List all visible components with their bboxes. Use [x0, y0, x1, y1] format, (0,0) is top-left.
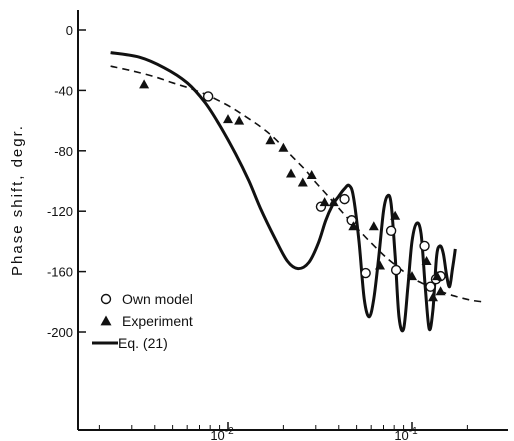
own-model-point — [390, 264, 402, 276]
legend-eq21-label: Eq. (21) — [118, 335, 168, 351]
eq21-curve — [110, 51, 457, 333]
experiment-point — [432, 271, 443, 281]
experiment-point — [368, 221, 379, 231]
y-tick-label: 0 — [66, 23, 73, 38]
legend-experiment-marker — [100, 315, 112, 326]
y-tick-label: -200 — [47, 325, 73, 340]
experiment-point — [374, 260, 385, 270]
experiment-point — [223, 114, 233, 124]
experiment-point — [286, 168, 297, 178]
experiment-point — [265, 135, 276, 145]
y-tick-label: -40 — [54, 83, 73, 98]
own-model-point — [346, 215, 357, 226]
experiment-point — [319, 197, 330, 207]
own-model-point — [202, 91, 214, 102]
experiment-point — [328, 197, 339, 207]
y-axis-label: Phase shift, degr. — [9, 124, 26, 276]
series-layer — [110, 51, 483, 333]
y-tick-label: -80 — [54, 144, 73, 159]
own-model-point — [360, 267, 371, 279]
experiment-point — [234, 115, 245, 125]
y-ticks: 0 -40 -80 -120 -160 -200 — [47, 23, 86, 340]
experiment-point — [435, 286, 446, 296]
dashed-fit-curve — [110, 65, 483, 303]
experiment-point — [139, 79, 150, 89]
experiment-point — [297, 177, 308, 187]
axes — [77, 10, 508, 431]
own-model-point — [385, 225, 397, 237]
x-tick-label: 10-2 — [210, 426, 234, 441]
experiment-point — [390, 210, 401, 220]
own-model-point — [339, 193, 350, 205]
experiment-point — [278, 142, 289, 152]
legend-own-model-marker — [100, 293, 112, 305]
legend: Own model Experiment Eq. (21) — [92, 291, 193, 351]
experiment-point — [407, 271, 417, 281]
x-ticks: 10-2 10-1 — [98, 422, 468, 441]
x-tick-label: 10-1 — [394, 426, 418, 441]
experiment-point — [348, 221, 359, 231]
experiment-point — [427, 292, 438, 302]
y-tick-label: -120 — [47, 204, 73, 219]
legend-experiment-label: Experiment — [122, 313, 193, 329]
own-model-point — [425, 281, 436, 292]
y-tick-label: -160 — [47, 265, 73, 280]
experiment-point — [421, 256, 432, 266]
experiment-point — [306, 169, 317, 179]
legend-own-model-label: Own model — [122, 291, 193, 307]
own-model-point — [419, 240, 430, 252]
